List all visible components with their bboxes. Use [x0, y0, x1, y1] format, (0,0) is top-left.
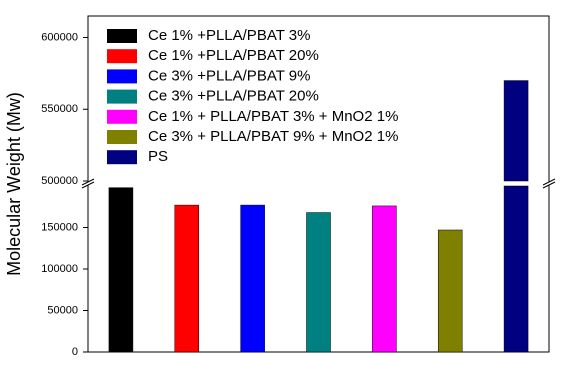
legend-label: Ce 1% +PLLA/PBAT 20% — [148, 47, 319, 64]
legend-label: Ce 3% +PLLA/PBAT 20% — [148, 88, 319, 105]
bar — [503, 185, 529, 353]
legend-swatch — [107, 49, 137, 64]
legend-swatch — [107, 130, 137, 144]
legend-label: Ce 3% +PLLA/PBAT 9% — [148, 67, 310, 84]
bar — [174, 204, 200, 353]
bar — [372, 205, 397, 353]
axis-break-mark — [81, 181, 95, 189]
legend-label: Ce 1% + PLLA/PBAT 3% + MnO2 1% — [148, 108, 398, 125]
legend-label: Ce 3% + PLLA/PBAT 9% + MnO2 1% — [148, 128, 398, 145]
axis-break-mark — [81, 178, 95, 186]
y-tick-label: 50000 — [47, 304, 78, 316]
y-tick-label: 500000 — [41, 175, 78, 187]
y-tick-label: 600000 — [41, 31, 78, 43]
legend-swatch — [107, 109, 137, 124]
y-tick-label: 550000 — [41, 103, 78, 115]
legend-swatch — [107, 89, 137, 104]
legend-swatch — [107, 69, 137, 84]
y-tick-label: 150000 — [41, 221, 78, 233]
bar — [437, 229, 463, 353]
bar-upper — [503, 80, 529, 182]
axis-break-gap — [82, 181, 555, 186]
legend-swatch — [107, 150, 137, 165]
bar — [108, 187, 134, 353]
bar — [240, 204, 265, 353]
axis-break-mark — [542, 181, 556, 189]
axis-break-mark — [542, 178, 556, 186]
y-tick-label: 0 — [72, 346, 78, 358]
y-axis-label: Molecular Weight (Mw) — [4, 92, 24, 276]
legend-label: Ce 1% +PLLA/PBAT 3% — [148, 27, 310, 44]
legend-label: PS — [148, 148, 168, 165]
legend-swatch — [107, 29, 137, 43]
bar — [306, 212, 331, 353]
y-tick-label: 100000 — [41, 263, 78, 275]
